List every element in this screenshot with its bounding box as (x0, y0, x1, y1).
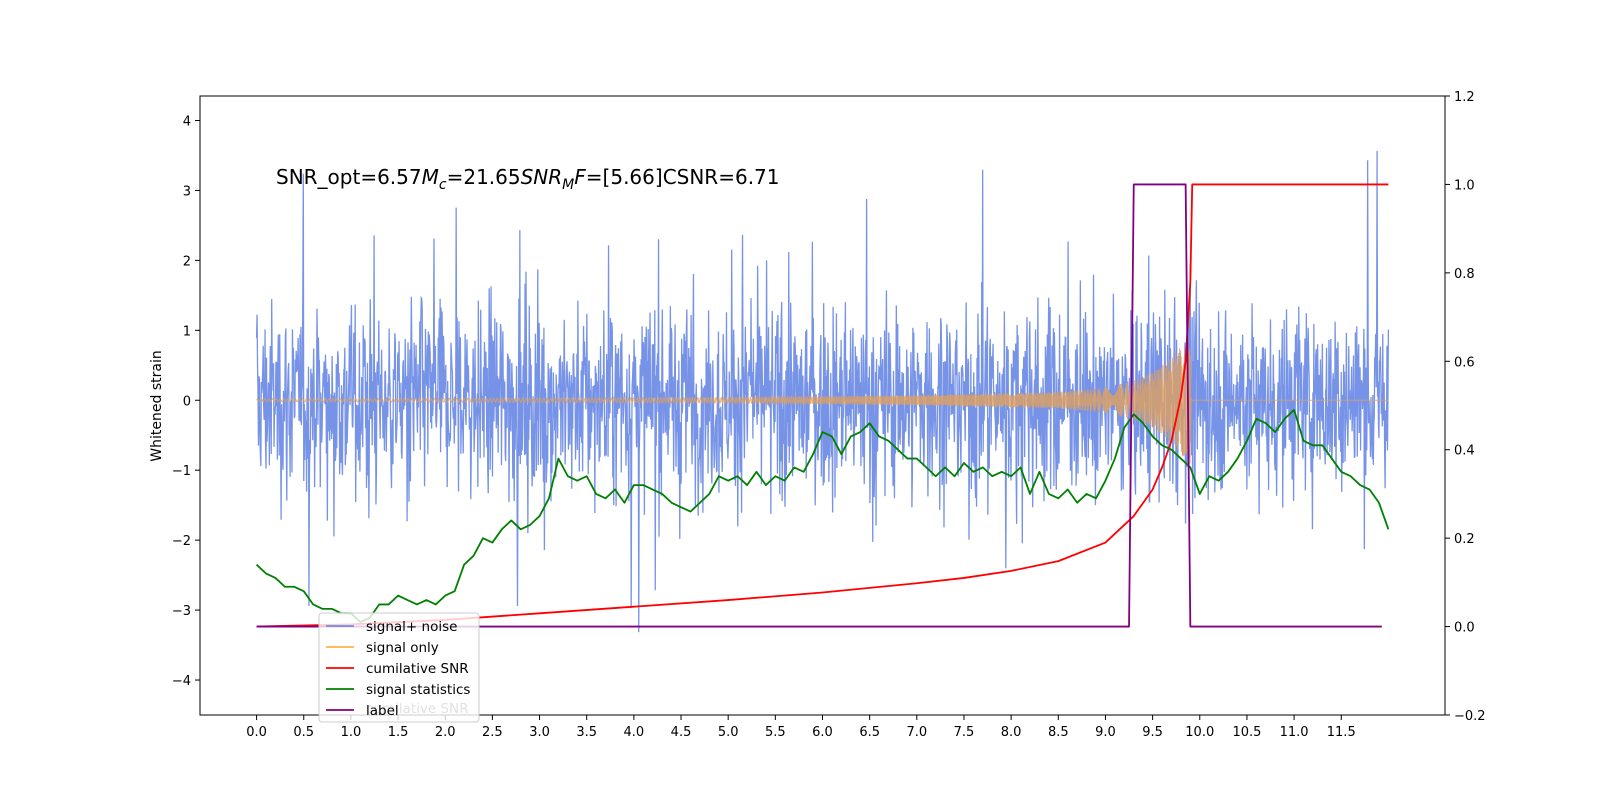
annotation-segment: F (574, 165, 586, 189)
y-right-tick-label: 0.6 (1454, 355, 1475, 370)
legend-overlap-text: cumilative SNR (366, 701, 469, 717)
x-tick-label: 8.5 (1048, 725, 1069, 740)
legend: cumilative SNR signal+ noise signal only c… (318, 612, 480, 723)
annotation-segment: SNR_opt=6.57 (276, 165, 422, 189)
x-tick-label: 0.0 (246, 725, 267, 740)
y-left-tick-label: 3 (183, 184, 191, 199)
annotation-segment: CSNR=6.71 (663, 165, 780, 189)
legend-label: signal+ noise (366, 619, 457, 635)
series-cumilative-snr-line (256, 183, 1389, 628)
y-axis-right: 1.2 1.0 0.8 0.6 0.4 0.2 0.0 −0.2 (1445, 90, 1486, 724)
legend-label: label (366, 703, 399, 719)
x-tick-label: 1.5 (388, 725, 409, 740)
series-signal-noise-line (255, 150, 1390, 633)
x-tick-label: 10.0 (1185, 725, 1214, 740)
x-tick-label: 5.5 (765, 725, 786, 740)
annotation-segment: M (422, 165, 439, 189)
x-tick-label: 7.5 (954, 725, 975, 740)
y-left-tick-label: 4 (183, 114, 191, 129)
x-tick-label: 8.0 (1001, 725, 1022, 740)
y-axis-label: Whitened strain (149, 350, 165, 461)
x-tick-label: 2.5 (482, 725, 503, 740)
series-label-line (256, 183, 1382, 628)
x-tick-label: 3.0 (529, 725, 550, 740)
y-left-tick-label: −2 (172, 534, 191, 549)
x-tick-label: 1.0 (341, 725, 362, 740)
annotation-segment: =[5.66] (586, 165, 663, 189)
y-right-tick-label: 0.0 (1454, 621, 1475, 636)
annotation-segment: =21.65 (447, 165, 521, 189)
y-left-tick-label: 0 (183, 394, 191, 409)
series-signal-only-line (256, 346, 1389, 464)
y-right-tick-label: −0.2 (1454, 709, 1486, 724)
annotation-segment: c (439, 177, 447, 193)
y-axis-left: 4 3 2 1 0 −1 −2 −3 −4 (172, 114, 200, 689)
plot-border (199, 95, 1446, 716)
y-left-tick-label: −4 (172, 674, 191, 689)
y-left-tick-label: 1 (183, 324, 191, 339)
y-right-tick-label: 0.4 (1454, 444, 1475, 459)
y-right-tick-label: 0.2 (1454, 532, 1475, 547)
data-layer (255, 150, 1390, 633)
y-right-tick-label: 0.8 (1454, 267, 1475, 282)
x-tick-label: 9.5 (1142, 725, 1163, 740)
y-right-tick-label: 1.2 (1454, 90, 1475, 105)
x-tick-label: 2.0 (435, 725, 456, 740)
y-right-tick-label: 1.0 (1454, 178, 1475, 193)
annotation-segment: M (562, 177, 574, 193)
legend-label: signal statistics (366, 682, 470, 698)
x-tick-label: 7.0 (906, 725, 927, 740)
x-tick-label: 4.5 (671, 725, 692, 740)
x-tick-label: 10.5 (1232, 725, 1261, 740)
x-tick-label: 11.0 (1280, 725, 1309, 740)
x-tick-label: 5.0 (718, 725, 739, 740)
x-axis: 0.0 0.5 1.0 1.5 2.0 2.5 3.0 3.5 4.0 4.5 5.0 5.5 6.0 6… (246, 715, 1356, 740)
series-signal-statistics-line (255, 409, 1390, 624)
x-tick-label: 6.0 (812, 725, 833, 740)
legend-label: cumilative SNR (366, 661, 469, 677)
x-tick-label: 11.5 (1327, 725, 1356, 740)
legend-box (318, 612, 480, 723)
x-tick-label: 3.5 (576, 725, 597, 740)
x-tick-label: 4.0 (624, 725, 645, 740)
y-left-tick-label: −3 (172, 604, 191, 619)
annotation-segment: SNR (521, 165, 563, 189)
x-tick-label: 9.0 (1095, 725, 1116, 740)
x-tick-label: 6.5 (859, 725, 880, 740)
y-left-tick-label: 2 (183, 254, 191, 269)
y-left-tick-label: −1 (172, 464, 191, 479)
x-tick-label: 0.5 (293, 725, 314, 740)
snr-annotation: SNR_opt=6.57Mc=21.65SNRMF=[5.66]CSNR=6.7… (276, 165, 780, 193)
legend-label: signal only (366, 640, 439, 656)
